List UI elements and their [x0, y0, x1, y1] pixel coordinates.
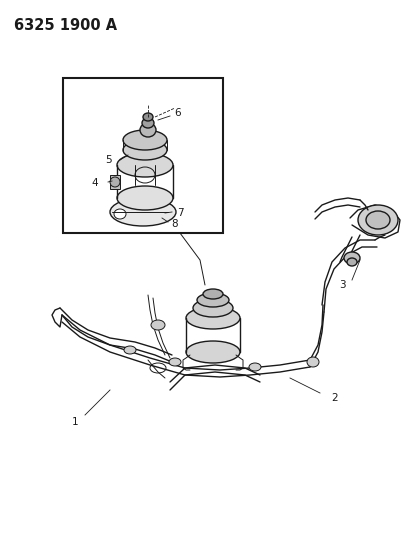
Ellipse shape — [123, 130, 167, 150]
Text: 7: 7 — [177, 208, 183, 218]
Text: 6325 1900 A: 6325 1900 A — [14, 18, 117, 33]
Text: 8: 8 — [172, 219, 178, 229]
Text: 6: 6 — [175, 108, 181, 118]
Text: 2: 2 — [332, 393, 338, 403]
Ellipse shape — [110, 177, 120, 187]
Ellipse shape — [110, 198, 176, 226]
Text: 5: 5 — [105, 155, 111, 165]
Ellipse shape — [203, 289, 223, 299]
Ellipse shape — [143, 113, 153, 121]
Ellipse shape — [344, 252, 360, 264]
Text: 3: 3 — [339, 280, 345, 290]
Text: 4: 4 — [92, 178, 98, 188]
Bar — [63, 78, 223, 233]
Bar — [110, 175, 120, 189]
Ellipse shape — [123, 140, 167, 160]
Ellipse shape — [117, 186, 173, 210]
Ellipse shape — [197, 293, 229, 307]
Ellipse shape — [169, 358, 181, 366]
Ellipse shape — [366, 211, 390, 229]
Ellipse shape — [186, 341, 240, 363]
Ellipse shape — [307, 357, 319, 367]
Ellipse shape — [151, 320, 165, 330]
Ellipse shape — [140, 123, 156, 137]
Ellipse shape — [124, 346, 136, 354]
Ellipse shape — [358, 205, 398, 235]
Ellipse shape — [114, 209, 126, 219]
Ellipse shape — [142, 118, 154, 128]
Ellipse shape — [347, 258, 357, 266]
Ellipse shape — [193, 299, 233, 317]
Ellipse shape — [249, 363, 261, 371]
Ellipse shape — [186, 307, 240, 329]
Ellipse shape — [117, 153, 173, 177]
Text: 1: 1 — [72, 417, 78, 427]
